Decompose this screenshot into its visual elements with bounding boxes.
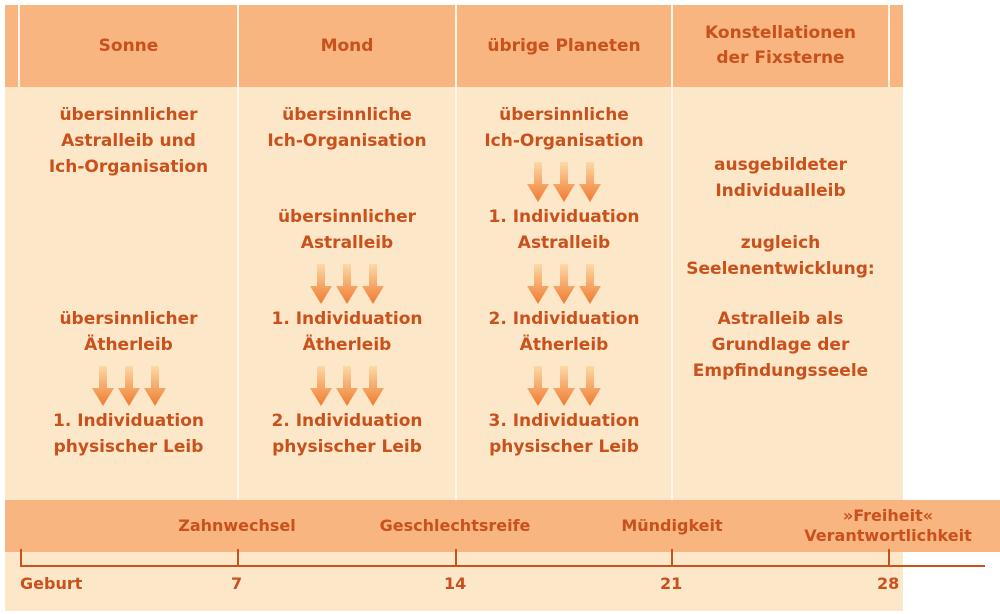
arrow-down-icon — [527, 366, 549, 406]
cell-text: ausgebildeter Individualleib — [714, 155, 847, 201]
arrow-down-icon — [579, 366, 601, 406]
arrow-down-icon — [336, 366, 358, 406]
column-divider — [671, 5, 673, 500]
column-sonne: übersinnlicher Astralleib und Ich-Organi… — [20, 100, 237, 490]
event-zahnwechsel: Zahnwechsel — [178, 516, 296, 535]
cell-text: Astralleib als Grundlage der Empfindungs… — [692, 309, 869, 381]
arrow-down-icon — [362, 264, 384, 304]
cell-text: übersinnlicher Astralleib — [277, 207, 417, 253]
tick-label-21: 21 — [660, 574, 683, 593]
timeline-band — [5, 500, 1000, 552]
cell-text: 1. Individuation physischer Leib — [52, 411, 205, 457]
column-fixsterne: ausgebildeter Individualleib zugleich Se… — [673, 100, 888, 490]
arrow-down-icon — [579, 264, 601, 304]
down-arrows-icon — [239, 264, 455, 304]
header-fixsterne: Konstellationen der Fixsterne — [705, 23, 856, 68]
header-sonne: Sonne — [98, 35, 159, 56]
arrow-down-icon — [144, 366, 166, 406]
timeline-tick — [455, 549, 457, 566]
cell-text: 1. Individuation Ätherleib — [271, 309, 423, 355]
event-freiheit: »Freiheit« Verantwortlichkeit — [804, 506, 972, 545]
column-planeten: übersinnliche Ich-Organisation 1. Indivi… — [457, 100, 671, 490]
arrow-down-icon — [527, 162, 549, 202]
cell-text: übersinnliche Ich-Organisation — [267, 105, 427, 151]
cell-text: zugleich Seelenentwicklung: — [686, 233, 875, 279]
cell-text: übersinnliche Ich-Organisation — [484, 105, 644, 151]
arrow-down-icon — [310, 366, 332, 406]
column-divider — [237, 5, 239, 500]
tick-label-geburt: Geburt — [20, 574, 83, 593]
timeline-axis — [20, 565, 985, 567]
arrow-down-icon — [336, 264, 358, 304]
arrow-down-icon — [553, 366, 575, 406]
down-arrows-icon — [457, 162, 671, 202]
cell-text: 3. Individuation physischer Leib — [488, 411, 640, 457]
column-mond: übersinnliche Ich-Organisation übersinnl… — [239, 100, 455, 490]
header-planeten: übrige Planeten — [487, 35, 641, 56]
header-bar — [5, 5, 903, 87]
cell-text: 2. Individuation Ätherleib — [488, 309, 640, 355]
tick-label-7: 7 — [231, 574, 243, 593]
arrow-down-icon — [579, 162, 601, 202]
down-arrows-icon — [20, 366, 237, 406]
arrow-down-icon — [362, 366, 384, 406]
header-divider — [888, 5, 890, 87]
cell-text: übersinnlicher Astralleib und Ich-Organi… — [48, 105, 209, 177]
arrow-down-icon — [92, 366, 114, 406]
timeline-tick — [671, 549, 673, 566]
tick-label-28: 28 — [877, 574, 900, 593]
tick-label-14: 14 — [444, 574, 467, 593]
arrow-down-icon — [118, 366, 140, 406]
event-muendigkeit: Mündigkeit — [621, 516, 723, 535]
cell-text: 2. Individuation physischer Leib — [271, 411, 423, 457]
header-mond: Mond — [320, 35, 374, 56]
event-geschlechtsreife: Geschlechtsreife — [379, 516, 531, 535]
header-divider — [18, 5, 20, 87]
arrow-down-icon — [553, 162, 575, 202]
column-divider — [455, 5, 457, 500]
down-arrows-icon — [239, 366, 455, 406]
timeline-tick — [237, 549, 239, 566]
arrow-down-icon — [527, 264, 549, 304]
cell-text: übersinnlicher Ätherleib — [59, 309, 198, 355]
down-arrows-icon — [457, 366, 671, 406]
arrow-down-icon — [310, 264, 332, 304]
cell-text: 1. Individuation Astralleib — [488, 207, 640, 253]
arrow-down-icon — [553, 264, 575, 304]
down-arrows-icon — [457, 264, 671, 304]
timeline-tick — [888, 549, 890, 566]
timeline-tick — [20, 549, 22, 566]
